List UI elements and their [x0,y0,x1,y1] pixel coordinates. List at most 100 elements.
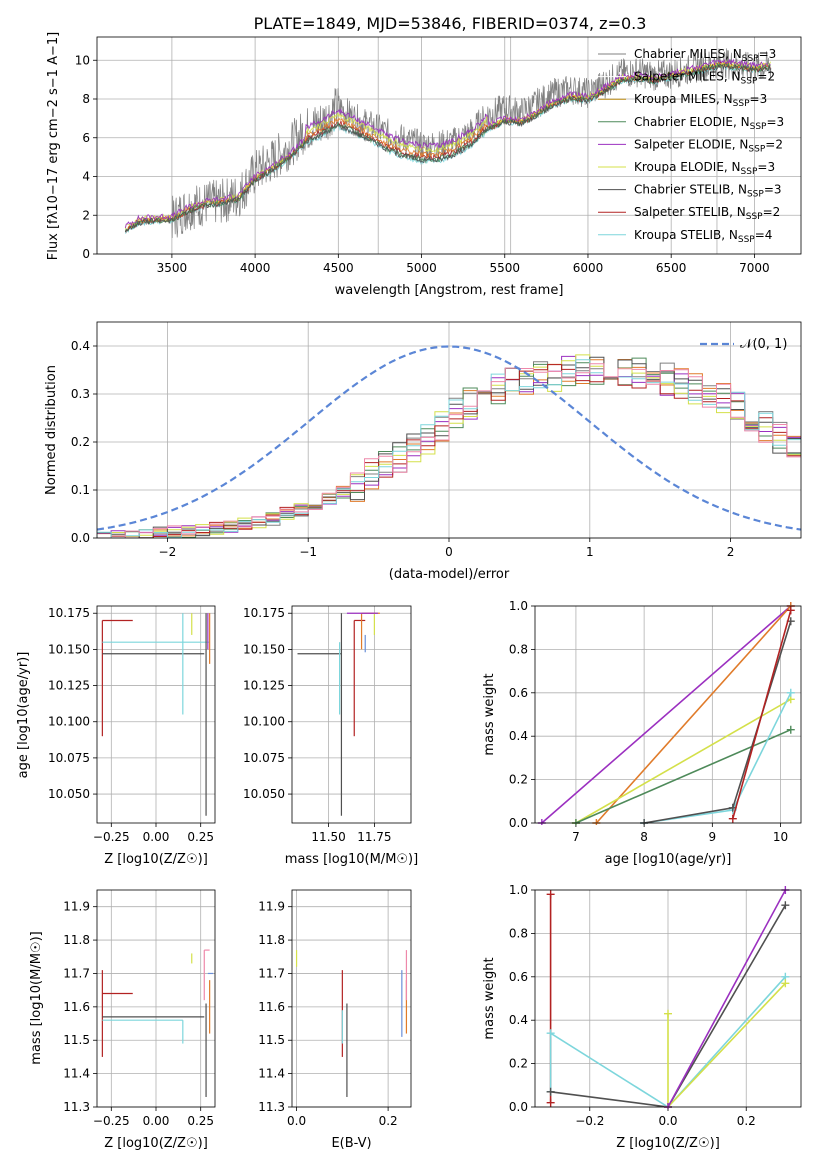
x-tick-label: 9 [709,830,717,844]
legend-label: Salpeter ELODIE, NSSP=2 [634,137,783,154]
grid [292,890,411,1108]
y-tick-label: 2 [82,208,90,222]
x-tick-label: −0.25 [93,830,130,844]
weight-line [732,610,792,819]
x-axis-label: Z [log10(Z/Z☉)] [616,1136,720,1151]
residual-histogram [97,363,801,538]
x-tick-label: −0.2 [575,1114,604,1128]
x-axis-label: wavelength [Angstrom, rest frame] [335,283,564,298]
weight-marker [546,1029,555,1038]
x-axis-label: mass [log10(M/M☉)] [285,852,418,867]
legend-label: Chabrier MILES, NSSP=3 [634,47,776,64]
legend-label: Kroupa ELODIE, NSSP=3 [634,160,775,177]
weight-marker [786,688,795,697]
y-axis-label: mass weight [482,673,497,755]
y-tick-label: 10.050 [243,787,285,801]
y-tick-label: 10.175 [48,606,90,620]
legend-label: Salpeter STELIB, NSSP=2 [634,205,780,222]
mass-vs-ebv-panel: 0.0 0.2 11.3 11.4 11.5 11.6 11.7 11.8 11.9 E(B-V) [258,889,412,1151]
legend-label-suffix: =3 [750,92,768,106]
y-tick-label: 11.8 [258,933,285,947]
legend-label-sub: SSP [738,235,755,245]
y-axis-label: mass weight [482,957,497,1039]
legend-label-suffix: =4 [755,228,773,242]
y-tick-label: 11.4 [258,1067,285,1081]
weight-vs-z-panel: −0.2 0.0 0.2 0.0 0.2 0.4 0.6 0.8 1.0 Z [log10(Z/Z… [482,883,802,1151]
grid [292,606,411,823]
y-tick-label: 0.2 [509,773,528,787]
plot-area [537,602,795,825]
x-tick-label: 6000 [573,261,604,275]
x-tick-label: 2 [727,545,735,559]
y-tick-label: 0.0 [509,816,528,830]
weight-marker [781,901,790,910]
x-axis-label: Z [log10(Z/Z☉)] [104,852,208,867]
x-tick-label: 0.25 [187,830,214,844]
legend: Chabrier MILES, NSSP=3 Salpeter MILES, NS… [598,47,784,245]
weight-marker [781,979,790,988]
x-tick-label: 7000 [739,261,770,275]
x-tick-label: 0.25 [187,1114,214,1128]
y-tick-label: 1.0 [509,883,528,897]
legend-label-sub: SSP [742,54,759,64]
observed-spectrum-line [125,48,772,239]
x-tick-label: 11.75 [357,830,391,844]
x-tick-label: 0.0 [287,1114,306,1128]
residual-histogram [97,357,801,538]
y-tick-label: 0.6 [509,970,528,984]
plot-area [124,37,772,254]
y-tick-label: 0.3 [71,387,90,401]
weight-marker [546,1098,555,1107]
x-tick-label: 0.00 [143,830,170,844]
plot-area [297,612,380,816]
axes-frame [291,605,412,824]
weight-marker [546,1087,555,1096]
y-tick-label: 0 [82,247,90,261]
y-tick-label: 11.3 [258,1100,285,1114]
y-axis-label: Flux [fλ10−17 erg cm−2 s−1 A−1] [46,32,61,260]
y-tick-label: 10.175 [243,606,285,620]
legend-label-sub: SSP [746,212,763,222]
mass-vs-z-panel: −0.25 0.00 0.25 11.3 11.4 11.5 11.6 11.7 11.8 11.… [29,889,216,1151]
legend-label-suffix: =3 [766,115,784,129]
y-tick-label: 11.7 [63,966,90,980]
x-tick-label: 6500 [656,261,687,275]
y-tick-label: 10.075 [48,751,90,765]
y-tick-label: 0.0 [509,1100,528,1114]
x-tick-label: 4000 [240,261,271,275]
x-tick-label: 0.00 [143,1114,170,1128]
y-tick-label: 0.8 [509,926,528,940]
grid [97,606,215,823]
y-tick-label: 10.100 [48,715,90,729]
legend-label-sub: SSP [748,144,765,154]
axes-frame [96,321,802,539]
weight-marker [786,725,795,734]
weight-marker [786,606,795,615]
legend-label: Salpeter MILES, NSSP=2 [634,70,775,87]
legend-label-suffix: =3 [764,183,782,197]
x-tick-label: 3500 [157,261,188,275]
weight-line [667,889,787,1108]
residuals-panel: −2 −1 0 1 2 0.0 0.1 0.2 0.3 0.4 𝒩(0, 1) (data-model… [44,321,802,582]
y-tick-label: 6 [82,131,90,145]
y-tick-label: 0.4 [71,339,90,353]
x-tick-label: −2 [159,545,177,559]
y-tick-label: 0.0 [71,531,90,545]
y-tick-label: 10.150 [243,642,285,656]
plot-area [295,950,408,1097]
y-axis-label: age [log10(age/yr)] [16,652,31,779]
y-tick-label: 1.0 [509,599,528,613]
x-tick-label: −0.25 [93,1114,130,1128]
y-tick-label: 10 [75,53,90,67]
model-spectrum-line [124,63,771,233]
y-tick-label: 0.2 [509,1057,528,1071]
y-tick-label: 11.9 [258,900,285,914]
y-tick-label: 10.050 [48,787,90,801]
x-tick-label: −1 [299,545,317,559]
weight-vs-age-panel: 7 8 9 10 0.0 0.2 0.4 0.6 0.8 1.0 age [log10(age/yr… [482,599,802,867]
y-tick-label: 11.5 [63,1033,90,1047]
legend-label-sub: SSP [750,122,767,132]
plot-area [97,345,801,538]
x-axis-label: Z [log10(Z/Z☉)] [104,1136,208,1151]
weight-line [541,605,792,824]
